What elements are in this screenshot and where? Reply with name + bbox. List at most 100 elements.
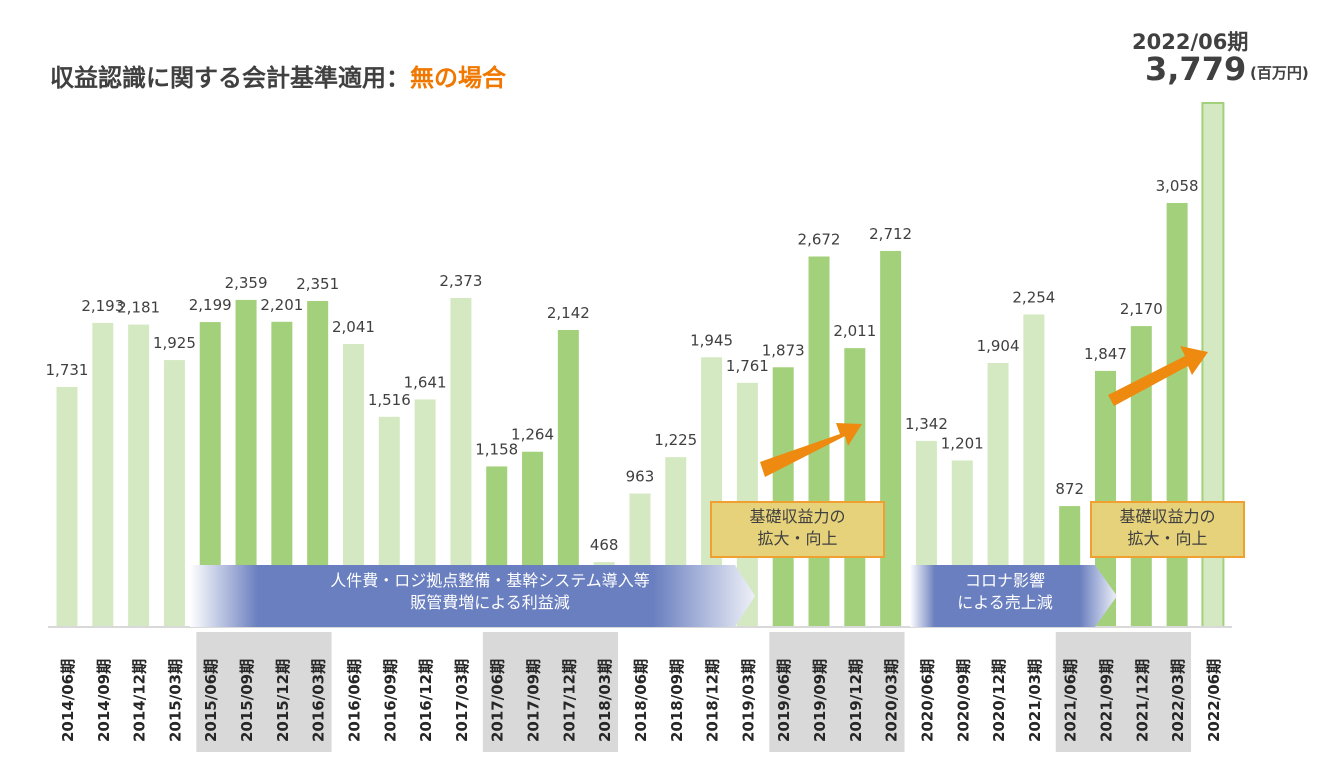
header-unit: (百万円) xyxy=(1250,64,1309,82)
x-tick-label: 2022/03期 xyxy=(1169,659,1187,742)
data-label: 2,373 xyxy=(439,272,482,290)
x-tick-label: 2016/06期 xyxy=(345,659,363,742)
data-label: 2,201 xyxy=(260,296,303,314)
data-label: 1,904 xyxy=(977,337,1020,355)
bar xyxy=(450,297,472,627)
x-tick-label: 2019/03期 xyxy=(739,659,757,742)
bar xyxy=(701,357,723,627)
annotation-box-1: 基礎収益力の 拡大・向上 xyxy=(710,501,885,558)
box2-line1: 基礎収益力の xyxy=(1119,507,1216,526)
x-tick-label: 2020/12期 xyxy=(990,659,1008,742)
category-group-highlight xyxy=(769,632,905,752)
box1-line1: 基礎収益力の xyxy=(749,507,846,526)
orange-arrow-icon xyxy=(1108,346,1208,406)
x-tick-label: 2017/09期 xyxy=(525,659,543,742)
x-tick-label: 2015/03期 xyxy=(166,659,184,742)
data-label: 1,225 xyxy=(654,431,697,449)
bar xyxy=(92,322,114,627)
chart-title: 収益認識に関する会計基準適用：無の場合 xyxy=(50,58,506,93)
bar xyxy=(987,362,1009,627)
data-label: 2,351 xyxy=(296,275,339,293)
bar xyxy=(880,250,902,628)
bar xyxy=(557,329,579,627)
banner2-line1: コロナ影響 xyxy=(964,571,1045,590)
title-highlight: 無の場合 xyxy=(410,64,506,92)
x-tick-label: 2014/06期 xyxy=(59,659,77,742)
box2-line2: 拡大・向上 xyxy=(1127,529,1208,548)
x-tick-label: 2021/03期 xyxy=(1026,659,1044,742)
data-label: 2,193 xyxy=(81,297,124,315)
x-tick-label: 2021/06期 xyxy=(1062,659,1080,742)
bar xyxy=(1166,202,1188,627)
bar xyxy=(1094,370,1116,627)
bar xyxy=(342,343,364,627)
data-label: 1,516 xyxy=(368,391,411,409)
category-group-highlight xyxy=(196,632,332,752)
bar xyxy=(307,301,329,627)
orange-arrow-icon xyxy=(760,423,862,477)
category-group-highlight xyxy=(482,632,619,752)
header-period: 2022/06期 xyxy=(1132,30,1249,54)
data-label: 2,041 xyxy=(332,318,375,336)
data-label: 1,761 xyxy=(726,357,769,375)
x-tick-label: 2020/03期 xyxy=(883,659,901,742)
bar xyxy=(199,322,221,627)
bar xyxy=(56,386,78,627)
x-tick-label: 2020/09期 xyxy=(954,659,972,742)
bar xyxy=(128,324,150,627)
x-tick-label: 2022/06期 xyxy=(1205,659,1223,742)
data-label: 2,170 xyxy=(1120,300,1163,318)
data-label: 1,847 xyxy=(1084,345,1127,363)
data-label: 2,199 xyxy=(189,296,232,314)
bar xyxy=(772,367,794,627)
category-group-highlight xyxy=(1055,632,1192,752)
data-label: 2,359 xyxy=(225,274,268,292)
banner2-text: コロナ影響 による売上減 xyxy=(915,570,1095,614)
x-tick-label: 2016/09期 xyxy=(381,659,399,742)
x-tick-label: 2018/03期 xyxy=(596,659,614,742)
bar xyxy=(1023,314,1045,627)
banner-covid xyxy=(910,565,1117,627)
header-value: 3,779 xyxy=(1145,50,1247,88)
x-tick-label: 2018/12期 xyxy=(704,659,722,742)
banner1-text: 人件費・ロジ拠点整備・基幹システム導入等 販管費増による利益減 xyxy=(240,570,740,614)
data-label: 1,731 xyxy=(46,361,89,379)
x-tick-label: 2021/09期 xyxy=(1097,659,1115,742)
data-label: 1,264 xyxy=(511,426,554,444)
x-tick-label: 2017/06期 xyxy=(489,659,507,742)
x-tick-label: 2021/12期 xyxy=(1133,659,1151,742)
data-label: 2,254 xyxy=(1012,288,1055,306)
annotation-box-2: 基礎収益力の 拡大・向上 xyxy=(1090,501,1245,558)
title-main: 収益認識に関する会計基準適用： xyxy=(50,64,410,92)
data-label: 1,158 xyxy=(475,440,518,458)
x-tick-label: 2014/09期 xyxy=(95,659,113,742)
data-label: 1,945 xyxy=(690,331,733,349)
x-tick-label: 2016/03期 xyxy=(310,659,328,742)
data-label: 1,201 xyxy=(941,434,984,452)
data-label: 468 xyxy=(590,536,619,554)
data-label: 1,641 xyxy=(404,373,447,391)
data-label: 2,672 xyxy=(798,230,841,248)
data-label: 2,142 xyxy=(547,304,590,322)
box1-line2: 拡大・向上 xyxy=(757,529,838,548)
x-tick-label: 2019/12期 xyxy=(847,659,865,742)
x-tick-label: 2015/09期 xyxy=(238,659,256,742)
x-tick-label: 2018/06期 xyxy=(632,659,650,742)
data-label: 1,873 xyxy=(762,341,805,359)
bar xyxy=(844,348,866,627)
x-tick-label: 2019/09期 xyxy=(811,659,829,742)
banner-sga-increase xyxy=(190,565,755,627)
bar xyxy=(1130,326,1152,627)
x-tick-label: 2015/12期 xyxy=(274,659,292,742)
data-label: 3,058 xyxy=(1156,177,1199,195)
bar xyxy=(163,360,185,627)
x-tick-label: 2017/12期 xyxy=(560,659,578,742)
x-tick-label: 2015/06期 xyxy=(202,659,220,742)
data-label: 2,181 xyxy=(117,299,160,317)
banner1-line2: 販管費増による利益減 xyxy=(410,593,570,612)
data-label: 1,342 xyxy=(905,415,948,433)
data-label: 963 xyxy=(626,467,655,485)
data-label: 2,011 xyxy=(833,322,876,340)
